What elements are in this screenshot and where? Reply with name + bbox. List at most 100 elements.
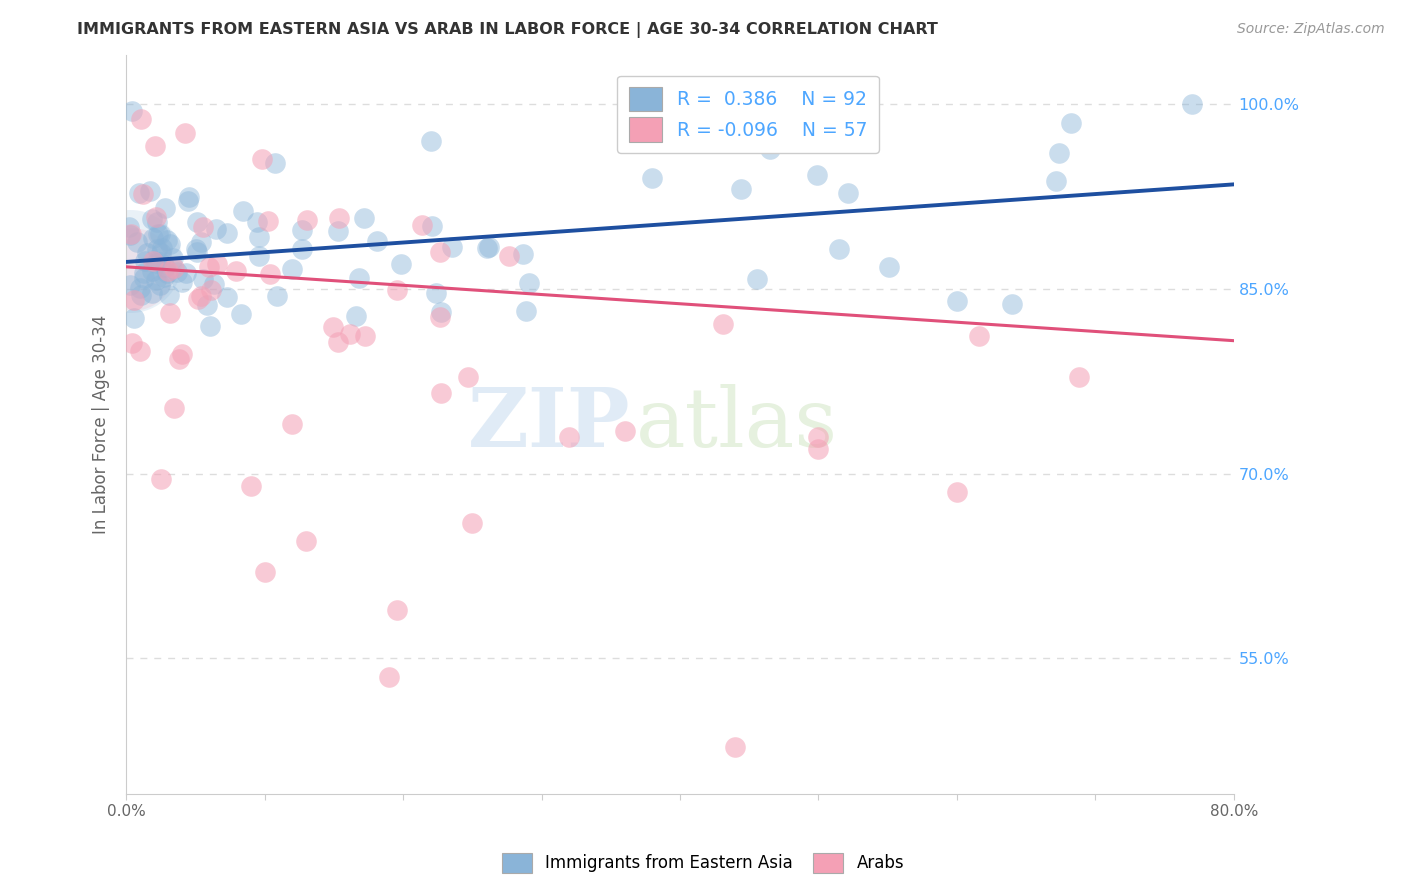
Point (247, 230, 270, 244)
Point (1001, 297, 1024, 311)
Text: ZIP: ZIP (468, 384, 630, 465)
Point (149, 254, 172, 268)
Point (613, 424, 636, 438)
Point (187, 292, 209, 306)
Point (512, 247, 534, 261)
Point (122, 311, 145, 326)
Point (366, 234, 388, 248)
Point (420, 219, 443, 233)
Point (429, 244, 451, 259)
Point (122, 293, 145, 307)
Point (389, 257, 412, 271)
Point (429, 386, 451, 401)
Point (132, 265, 155, 279)
Point (146, 242, 169, 256)
Point (118, 220, 141, 235)
Point (197, 260, 219, 275)
Point (256, 214, 278, 228)
Point (184, 242, 207, 256)
Point (806, 168, 828, 182)
Point (159, 306, 181, 320)
Point (157, 288, 180, 302)
Text: Source: ZipAtlas.com: Source: ZipAtlas.com (1237, 22, 1385, 37)
Point (142, 231, 165, 245)
Point (207, 257, 229, 271)
Point (145, 215, 167, 229)
Point (478, 240, 501, 254)
Point (215, 226, 238, 240)
Point (167, 351, 190, 366)
Point (145, 256, 167, 270)
Point (159, 237, 181, 252)
Point (132, 186, 155, 201)
Point (205, 222, 228, 236)
Point (429, 310, 451, 325)
Point (198, 319, 221, 334)
Point (141, 286, 163, 301)
Point (162, 251, 184, 265)
Legend: Immigrants from Eastern Asia, Arabs: Immigrants from Eastern Asia, Arabs (495, 847, 911, 880)
Point (747, 272, 769, 286)
Point (141, 211, 163, 226)
Point (281, 417, 304, 432)
Point (291, 242, 314, 256)
Point (807, 442, 830, 456)
Point (150, 472, 173, 486)
Point (170, 275, 193, 289)
Point (519, 276, 541, 290)
Point (120, 227, 142, 242)
Point (1181, 97, 1204, 112)
Point (121, 335, 143, 350)
Text: atlas: atlas (636, 384, 838, 465)
Point (387, 603, 409, 617)
Point (326, 224, 349, 238)
Point (344, 310, 367, 324)
Point (969, 329, 991, 343)
Legend: R =  0.386    N = 92, R = -0.096    N = 57: R = 0.386 N = 92, R = -0.096 N = 57 (617, 76, 879, 153)
Point (191, 219, 214, 234)
Point (347, 271, 370, 285)
Point (121, 103, 143, 118)
Point (877, 260, 900, 275)
Point (640, 170, 662, 185)
Point (134, 270, 156, 285)
Point (150, 246, 173, 260)
Point (232, 203, 254, 218)
Point (148, 227, 170, 241)
Point (120, 253, 142, 268)
Point (128, 280, 150, 294)
Point (291, 223, 314, 237)
Point (163, 401, 186, 415)
Point (129, 288, 152, 302)
Point (475, 241, 498, 255)
Point (837, 186, 859, 200)
Point (139, 185, 162, 199)
Point (153, 201, 176, 215)
Point (157, 264, 180, 278)
Point (191, 272, 214, 286)
Point (120, 227, 142, 242)
Point (1047, 145, 1070, 160)
Point (295, 534, 318, 549)
Point (145, 273, 167, 287)
Point (246, 215, 269, 229)
Point (174, 126, 197, 140)
Point (186, 244, 208, 259)
Point (239, 479, 262, 493)
Point (378, 670, 401, 684)
Point (711, 317, 734, 331)
Point (195, 298, 218, 312)
Point (259, 267, 281, 281)
Point (142, 253, 165, 268)
Point (425, 285, 447, 300)
Point (225, 264, 247, 278)
Y-axis label: In Labor Force | Age 30-34: In Labor Force | Age 30-34 (93, 315, 110, 534)
Point (149, 278, 172, 293)
Point (179, 190, 201, 204)
Point (229, 307, 252, 321)
Point (120, 277, 142, 292)
Point (946, 294, 969, 309)
Point (441, 240, 464, 254)
Point (759, 142, 782, 156)
Point (946, 485, 969, 500)
